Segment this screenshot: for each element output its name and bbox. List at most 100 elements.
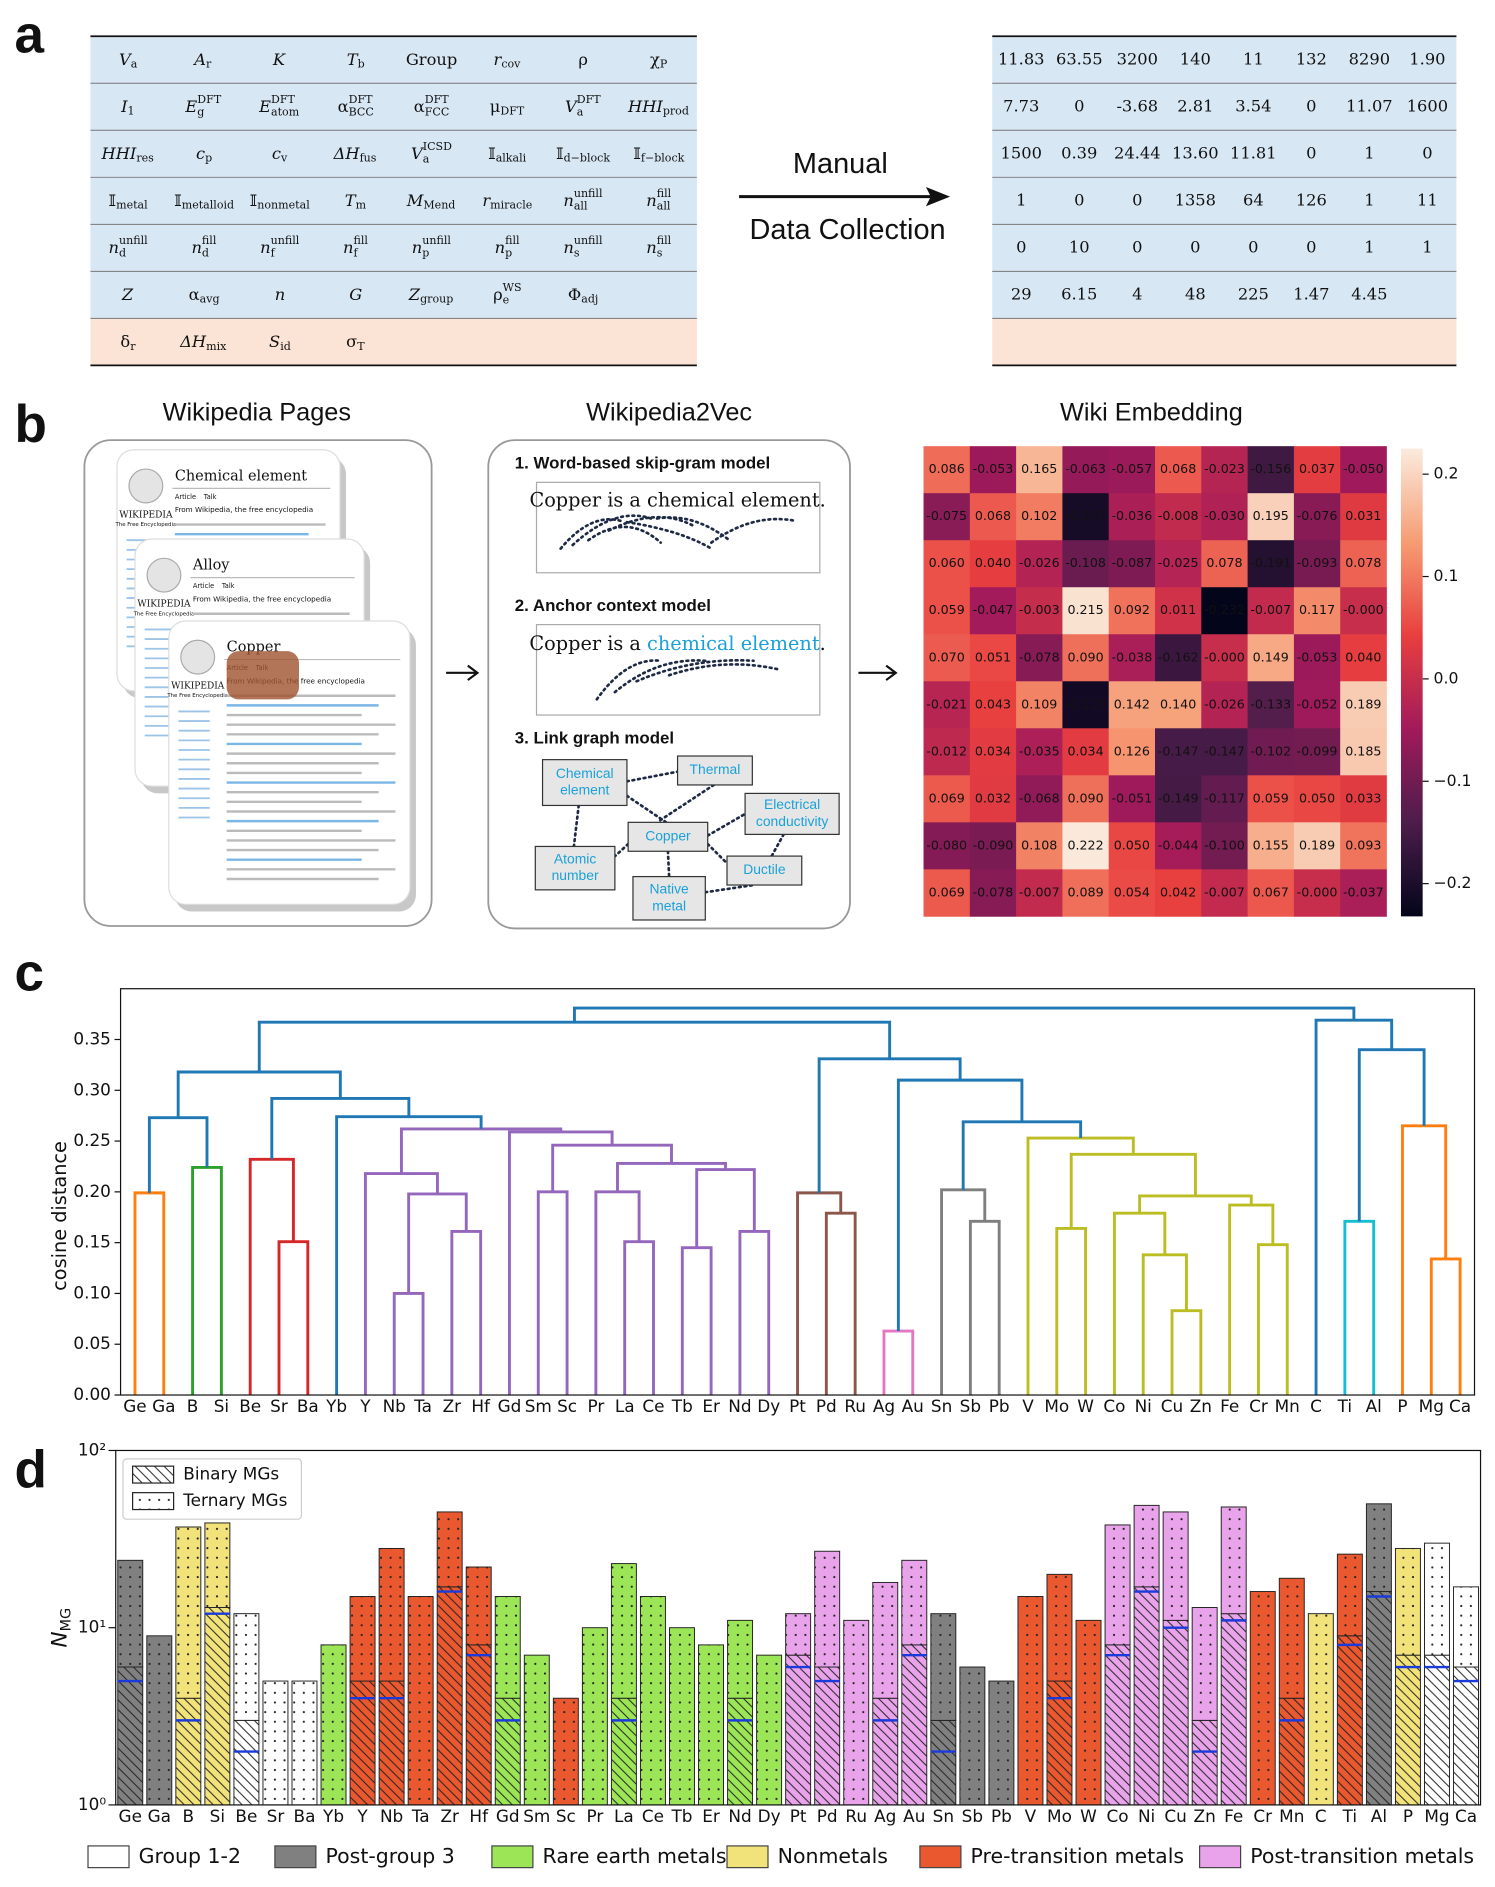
bar-segment <box>262 1680 289 1806</box>
dendrogram-link <box>257 1020 892 1073</box>
bar-segment <box>1453 1666 1479 1806</box>
symbol-base: n <box>343 237 353 256</box>
symbol: nfill p <box>495 234 520 260</box>
heatmap-cell <box>1062 681 1110 729</box>
symbol-sub: all <box>574 200 588 213</box>
leaf-label: C <box>1310 1396 1322 1416</box>
arrow <box>858 664 898 681</box>
page-subtitle: From Wikipedia, the free encyclopedia <box>193 594 331 603</box>
heatmap-cell <box>1201 634 1248 682</box>
heatmap-cell <box>1155 587 1202 635</box>
symbol-base: ΔH <box>333 143 361 162</box>
symbol-base: V <box>411 143 425 162</box>
x-tick-label: Hf <box>469 1806 489 1826</box>
cell-label: -0.063 <box>1065 461 1106 476</box>
leaf-label: Pt <box>789 1396 806 1416</box>
heatmap-cell <box>1108 634 1156 682</box>
table-value: 1 <box>1016 190 1026 209</box>
colorbar-tick-label: 0.2 <box>1434 464 1459 483</box>
edge <box>655 783 716 824</box>
bar-segment <box>1307 1613 1334 1806</box>
heatmap-cell <box>923 869 971 917</box>
page-tab: Talk <box>221 582 235 590</box>
table-value: 3.54 <box>1235 96 1271 115</box>
symbol: Va <box>119 49 138 70</box>
symbol-sub: DFT <box>500 105 525 118</box>
symbol: G <box>349 284 362 303</box>
symbol-base: c <box>272 143 281 162</box>
bar-segment <box>494 1697 521 1806</box>
panel-label: b <box>14 395 46 454</box>
symbol-base: r <box>494 49 503 68</box>
table-value: 0 <box>1132 237 1142 256</box>
model-heading: 1. Word-based skip-gram model <box>515 454 770 473</box>
leaf-label: Ag <box>873 1396 895 1416</box>
node-label: Electrical <box>764 796 820 812</box>
cell-label: 0.011 <box>1160 602 1196 617</box>
cell-label: -0.078 <box>973 884 1014 899</box>
cell-label: 0.093 <box>1345 837 1381 852</box>
table-value: 0.39 <box>1061 143 1097 162</box>
leaf-label: Ta <box>413 1396 432 1416</box>
x-tick-label: B <box>183 1806 195 1826</box>
symbol-base: E <box>184 96 197 115</box>
group-label: Post-transition metals <box>1250 1844 1474 1868</box>
bar-segment <box>785 1654 812 1806</box>
symbol-sup: fill <box>505 234 520 247</box>
dendrogram-link <box>399 1127 563 1174</box>
heatmap-cell <box>923 681 971 729</box>
symbol-sub: group <box>420 293 453 306</box>
leaf-label: Pd <box>816 1396 837 1416</box>
arrow <box>446 664 480 681</box>
cell-label: -0.078 <box>1019 649 1060 664</box>
node-label: Native <box>649 881 689 897</box>
panel-title: Wikipedia2Vec <box>586 398 752 426</box>
panel-title: Wikipedia Pages <box>163 398 351 426</box>
cell-label: -0.035 <box>1019 743 1060 758</box>
cell-label: 0.042 <box>1160 884 1196 899</box>
symbol-base: ρ <box>493 284 503 303</box>
symbol-sub: s <box>657 247 663 260</box>
bar-segment <box>727 1619 754 1699</box>
cell-label: 0.195 <box>1253 508 1289 523</box>
symbol-sub: f−block <box>641 152 685 165</box>
heatmap-cell <box>1155 493 1202 541</box>
symbol-sub: P <box>660 58 668 71</box>
x-tick-label: Y <box>356 1806 368 1826</box>
table-row <box>90 318 697 366</box>
bar-segment <box>204 1522 231 1608</box>
symbol-base: T <box>347 49 359 68</box>
heatmap-cell <box>923 540 971 588</box>
symbol-sup: unfill <box>119 234 148 247</box>
heatmap-cell <box>1247 869 1295 917</box>
node-label: Atomic <box>554 850 596 866</box>
bar-segment <box>1424 1542 1450 1656</box>
bar-segment <box>146 1635 173 1806</box>
symbol-sup: unfill <box>574 187 603 200</box>
symbol-sub: d <box>119 247 126 260</box>
cell-label: 0.149 <box>1253 649 1289 664</box>
dendrogram-link <box>1069 1152 1197 1229</box>
bar-segment <box>872 1581 899 1699</box>
x-tick-label: Pr <box>586 1806 603 1826</box>
symbol-base: 𝕀 <box>556 143 564 162</box>
table-value: 0 <box>1306 237 1316 256</box>
symbol-base: n <box>191 237 201 256</box>
cell-label: 0.090 <box>1067 790 1103 805</box>
edge <box>706 812 747 837</box>
x-tick-label: Mg <box>1424 1806 1449 1826</box>
wiki-wordmark: WIKIPEDIA <box>137 600 191 610</box>
cell-label: 0.126 <box>1114 743 1150 758</box>
x-tick-label: Al <box>1371 1806 1387 1826</box>
dendrogram-link <box>407 1192 468 1294</box>
symbol-sup: DFT <box>271 93 296 106</box>
symbol-sub: a <box>577 106 584 119</box>
table-value: 48 <box>1185 284 1206 303</box>
symbol-base: K <box>272 49 286 68</box>
table-row <box>992 318 1457 366</box>
heatmap-cell <box>1108 728 1156 776</box>
leaf-label: Si <box>214 1396 229 1416</box>
symbol-sub: v <box>280 152 288 165</box>
bar-segment <box>1365 1591 1392 1806</box>
heatmap-cell <box>969 681 1017 729</box>
